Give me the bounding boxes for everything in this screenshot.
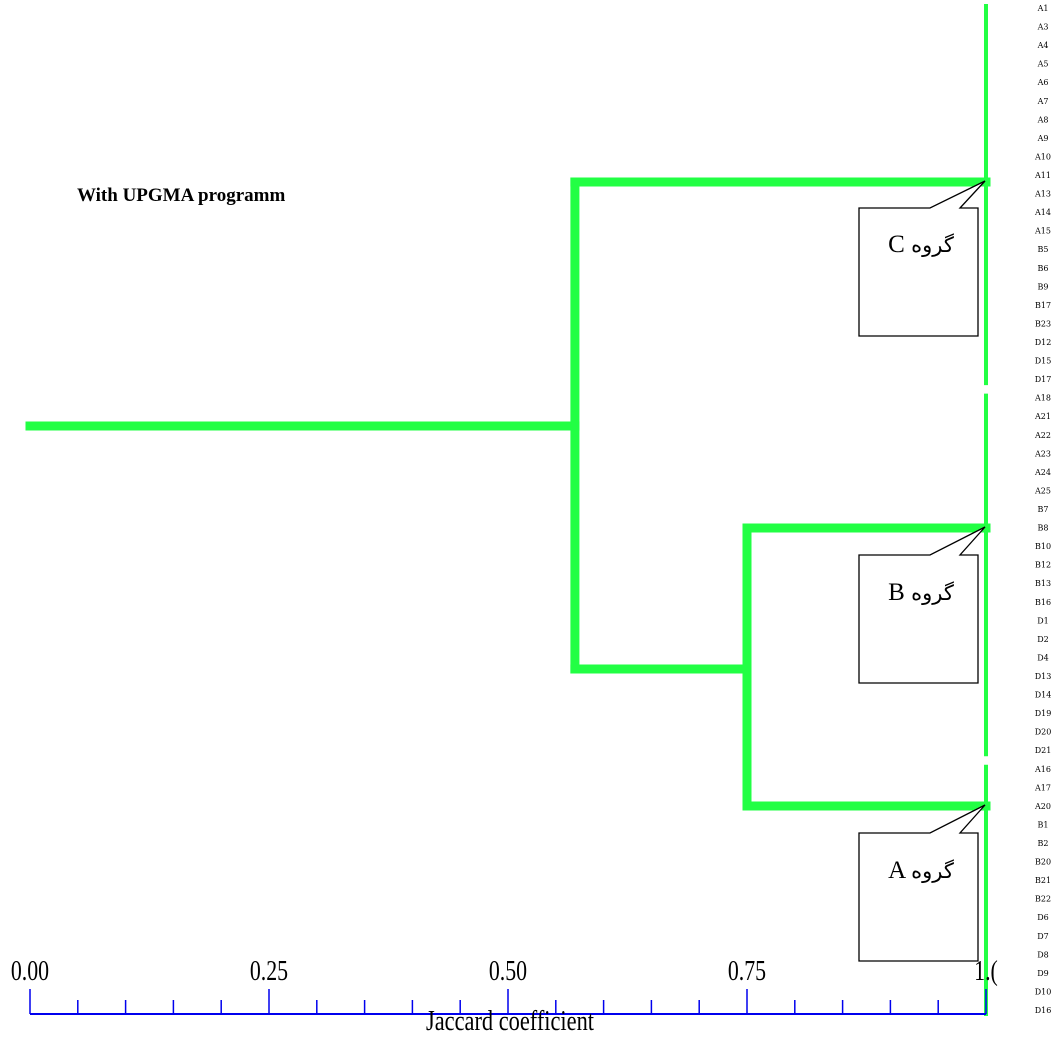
leaf-label-a1: A1 xyxy=(1037,4,1049,13)
callout-label-b: B گروه xyxy=(888,579,954,606)
leaf-label-a18: A18 xyxy=(1034,394,1051,403)
leaf-label-a21: A21 xyxy=(1034,412,1051,421)
leaf-labels: A1 A3 A4 A5 A6 A7 A8 A9 A10 A11 A13 A14 A15 B5 B6 B9 B17… xyxy=(1034,4,1051,1015)
leaf-label-b12: B12 xyxy=(1035,561,1051,570)
x-axis: 0.00 0.25 0.50 0.75 1.( xyxy=(11,957,998,1015)
leaf-label-d4: D4 xyxy=(1037,653,1049,662)
tick-label-3: 0.75 xyxy=(728,957,766,987)
leaf-label-d17: D17 xyxy=(1035,375,1052,384)
leaf-label-d2: D2 xyxy=(1037,635,1049,644)
leaf-label-b22: B22 xyxy=(1035,895,1051,904)
leaf-label-b20: B20 xyxy=(1035,858,1051,867)
callout-box-a xyxy=(858,804,986,962)
leaf-label-d19: D19 xyxy=(1035,709,1052,718)
leaf-label-d20: D20 xyxy=(1035,728,1052,737)
callout-box-b xyxy=(858,526,986,684)
leaf-label-d8: D8 xyxy=(1037,950,1049,959)
leaf-label-a20: A20 xyxy=(1034,802,1051,811)
leaf-label-d6: D6 xyxy=(1037,913,1049,922)
leaf-label-a22: A22 xyxy=(1034,431,1051,440)
leaf-label-a13: A13 xyxy=(1034,190,1051,199)
leaf-label-a3: A3 xyxy=(1037,23,1049,32)
leaf-label-a23: A23 xyxy=(1034,449,1051,458)
leaf-label-b6: B6 xyxy=(1038,264,1049,273)
leaf-label-a16: A16 xyxy=(1034,765,1051,774)
leaf-label-a8: A8 xyxy=(1037,115,1049,124)
leaf-label-a7: A7 xyxy=(1037,97,1049,106)
tick-label-1: 0.25 xyxy=(250,957,288,987)
leaf-label-a9: A9 xyxy=(1037,134,1049,143)
tick-label-0: 0.00 xyxy=(11,957,49,987)
leaf-label-a17: A17 xyxy=(1034,783,1051,792)
leaf-label-b17: B17 xyxy=(1035,301,1051,310)
leaf-label-d12: D12 xyxy=(1035,338,1052,347)
leaf-label-a24: A24 xyxy=(1034,468,1051,477)
leaf-label-d1: D1 xyxy=(1037,616,1049,625)
leaf-label-d7: D7 xyxy=(1037,932,1049,941)
leaf-label-b5: B5 xyxy=(1038,245,1049,254)
x-axis-label: Jaccard coefficient xyxy=(426,1006,594,1037)
leaf-label-b7: B7 xyxy=(1038,505,1049,514)
leaf-label-d10: D10 xyxy=(1035,987,1052,996)
leaf-label-a6: A6 xyxy=(1037,78,1049,87)
leaf-label-a4: A4 xyxy=(1037,41,1049,50)
tick-label-4: 1.( xyxy=(974,957,998,987)
callout-label-c: C گروه xyxy=(888,231,954,258)
leaf-label-d21: D21 xyxy=(1035,746,1052,755)
leaf-label-a11: A11 xyxy=(1034,171,1051,180)
cluster-callouts: C گروه B گروه A گروه xyxy=(858,180,986,962)
leaf-label-b1: B1 xyxy=(1038,820,1049,829)
callout-box-c xyxy=(858,180,986,337)
leaf-label-b8: B8 xyxy=(1038,524,1049,533)
leaf-label-d13: D13 xyxy=(1035,672,1052,681)
leaf-label-d15: D15 xyxy=(1035,357,1052,366)
leaf-label-b21: B21 xyxy=(1035,876,1051,885)
leaf-label-a25: A25 xyxy=(1034,486,1051,495)
leaf-label-a15: A15 xyxy=(1034,227,1051,236)
leaf-label-d16: D16 xyxy=(1035,1006,1052,1015)
leaf-label-b2: B2 xyxy=(1038,839,1049,848)
leaf-label-b23: B23 xyxy=(1035,319,1051,328)
leaf-label-d14: D14 xyxy=(1035,691,1052,700)
leaf-label-b10: B10 xyxy=(1035,542,1051,551)
leaf-label-a14: A14 xyxy=(1034,208,1051,217)
leaf-label-b13: B13 xyxy=(1035,579,1051,588)
tick-label-2: 0.50 xyxy=(489,957,527,987)
leaf-label-d9: D9 xyxy=(1037,969,1049,978)
leaf-label-a5: A5 xyxy=(1037,60,1049,69)
leaf-label-a10: A10 xyxy=(1034,152,1051,161)
chart-title: With UPGMA programm xyxy=(77,185,285,206)
leaf-label-b16: B16 xyxy=(1035,598,1051,607)
callout-label-a: A گروه xyxy=(888,857,954,884)
dendrogram-tree xyxy=(25,4,991,1016)
leaf-label-b9: B9 xyxy=(1038,282,1049,291)
